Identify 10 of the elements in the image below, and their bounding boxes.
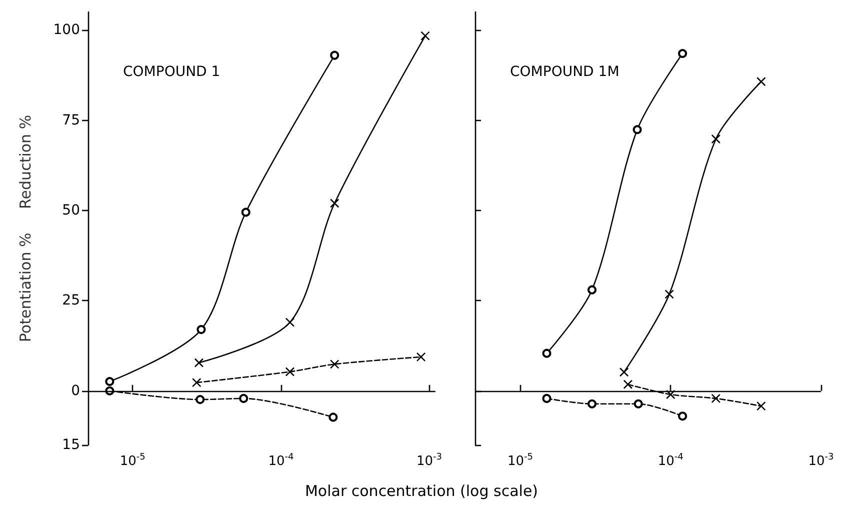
y-tick-label: 15 xyxy=(62,437,80,453)
text: COMPOUND 1 xyxy=(123,64,220,80)
text: COMPOUND 1M xyxy=(510,64,620,80)
y-tick-label: 0 xyxy=(71,382,80,399)
y-tick-label: 25 xyxy=(62,292,80,309)
y-tick-label: 75 xyxy=(62,112,80,128)
y-tick-label: 100 xyxy=(53,22,80,38)
x-axis-title: Molar concentration (log scale) xyxy=(304,482,540,500)
y-tick-label: 50 xyxy=(62,202,80,218)
y-axis-title: Potentiation % Reduction % xyxy=(16,114,34,342)
